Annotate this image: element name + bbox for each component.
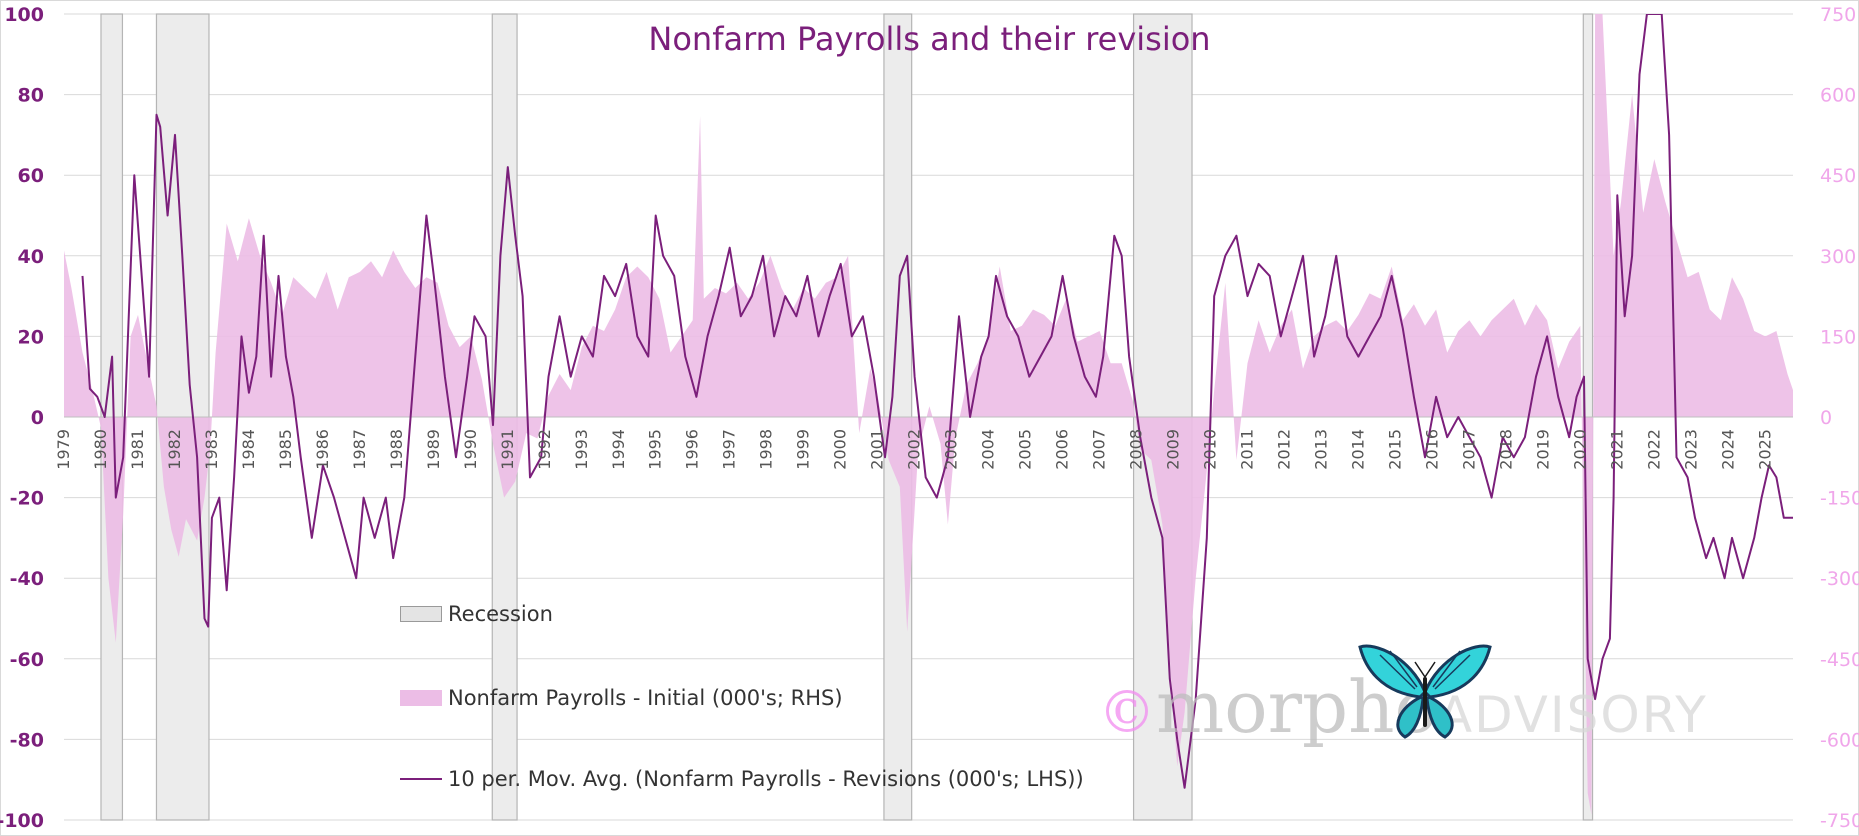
x-tick-label: 2016 <box>1422 429 1441 470</box>
x-tick-label: 1993 <box>572 429 591 470</box>
x-tick-label: 2006 <box>1053 429 1072 470</box>
legend-item-revisions: 10 per. Mov. Avg. (Nonfarm Payrolls - Re… <box>400 765 1084 793</box>
legend-item-payrolls: Nonfarm Payrolls - Initial (000's; RHS) <box>400 684 843 712</box>
x-tick-label: 1991 <box>498 429 517 470</box>
revisions-line <box>81 14 1793 789</box>
x-tick-label: 2012 <box>1274 429 1293 470</box>
left-tick-label: 100 <box>4 4 44 26</box>
x-tick-label: 1998 <box>757 429 776 470</box>
x-tick-label: 1982 <box>165 429 184 470</box>
x-tick-label: 1997 <box>720 429 739 470</box>
legend-swatch-revisions <box>400 778 442 780</box>
legend-swatch-payrolls <box>400 690 442 706</box>
left-tick-label: 20 <box>18 326 44 348</box>
legend-label-recession: Recession <box>448 602 553 626</box>
x-tick-label: 1983 <box>202 429 221 470</box>
x-tick-label: 1987 <box>350 429 369 470</box>
left-tick-label: 0 <box>31 407 44 429</box>
x-tick-label: 2003 <box>942 429 961 470</box>
x-tick-label: 2022 <box>1644 429 1663 470</box>
right-tick-label: 750 <box>1820 4 1856 26</box>
right-tick-label: 150 <box>1820 326 1856 348</box>
x-tick-label: 2024 <box>1718 429 1737 470</box>
x-tick-label: 2008 <box>1127 429 1146 470</box>
right-tick-label: 0 <box>1820 407 1832 429</box>
x-tick-label: 1984 <box>239 429 258 470</box>
x-tick-label: 2002 <box>905 429 924 470</box>
x-tick-label: 2020 <box>1570 429 1589 470</box>
left-tick-label: 60 <box>18 165 44 187</box>
x-tick-label: 1995 <box>646 429 665 470</box>
legend-label-payrolls: Nonfarm Payrolls - Initial (000's; RHS) <box>448 686 843 710</box>
legend: Recession Nonfarm Payrolls - Initial (00… <box>400 600 1100 800</box>
x-tick-label: 2007 <box>1090 429 1109 470</box>
x-tick-label: 2005 <box>1016 429 1035 470</box>
payrolls-area <box>64 14 1793 815</box>
x-tick-label: 2015 <box>1385 429 1404 470</box>
x-tick-label: 1986 <box>313 429 332 470</box>
x-tick-label: 1988 <box>387 429 406 470</box>
legend-item-recession: Recession <box>400 600 553 628</box>
x-tick-label: 1979 <box>54 429 73 470</box>
left-tick-label: 40 <box>18 246 44 268</box>
right-tick-label: 450 <box>1820 165 1856 187</box>
legend-swatch-recession <box>400 606 442 622</box>
right-tick-label: -300 <box>1820 568 1859 590</box>
x-tick-label: 2017 <box>1459 429 1478 470</box>
right-tick-label: 600 <box>1820 85 1856 107</box>
right-tick-label: -750 <box>1820 810 1859 832</box>
left-tick-label: -100 <box>0 810 44 832</box>
x-tick-label: 2011 <box>1237 429 1256 470</box>
x-tick-label: 1985 <box>276 429 295 470</box>
x-tick-label: 2025 <box>1755 429 1774 470</box>
right-tick-label: -450 <box>1820 649 1859 671</box>
left-tick-label: -20 <box>10 488 44 510</box>
watermark-suffix: ADVISORY <box>1437 686 1708 744</box>
x-tick-label: 1999 <box>794 429 813 470</box>
x-tick-label: 1996 <box>683 429 702 470</box>
legend-label-revisions: 10 per. Mov. Avg. (Nonfarm Payrolls - Re… <box>448 767 1084 791</box>
x-tick-label: 2019 <box>1533 429 1552 470</box>
right-tick-label: 300 <box>1820 246 1856 268</box>
x-tick-label: 2010 <box>1201 429 1220 470</box>
x-tick-label: 1990 <box>461 429 480 470</box>
x-tick-label: 1994 <box>609 429 628 470</box>
x-tick-label: 2013 <box>1311 429 1330 470</box>
x-tick-label: 2000 <box>831 429 850 470</box>
right-tick-label: -150 <box>1820 488 1859 510</box>
left-tick-label: -80 <box>10 729 44 751</box>
x-tick-label: 2023 <box>1681 429 1700 470</box>
left-tick-label: 80 <box>18 85 44 107</box>
x-tick-label: 1980 <box>91 429 110 470</box>
right-tick-label: -600 <box>1820 729 1859 751</box>
copyright-symbol: © <box>1098 678 1156 746</box>
x-tick-label: 2021 <box>1607 429 1626 470</box>
x-tick-label: 1989 <box>424 429 443 470</box>
x-tick-label: 1981 <box>128 429 147 470</box>
left-tick-label: -40 <box>10 568 44 590</box>
x-tick-label: 2004 <box>979 429 998 470</box>
left-tick-label: -60 <box>10 649 44 671</box>
x-tick-label: 2018 <box>1496 429 1515 470</box>
x-tick-label: 2014 <box>1348 429 1367 470</box>
butterfly-icon <box>1358 644 1492 739</box>
x-tick-label: 2009 <box>1164 429 1183 470</box>
x-tick-label: 2001 <box>868 429 887 470</box>
x-tick-label: 1992 <box>535 429 554 470</box>
